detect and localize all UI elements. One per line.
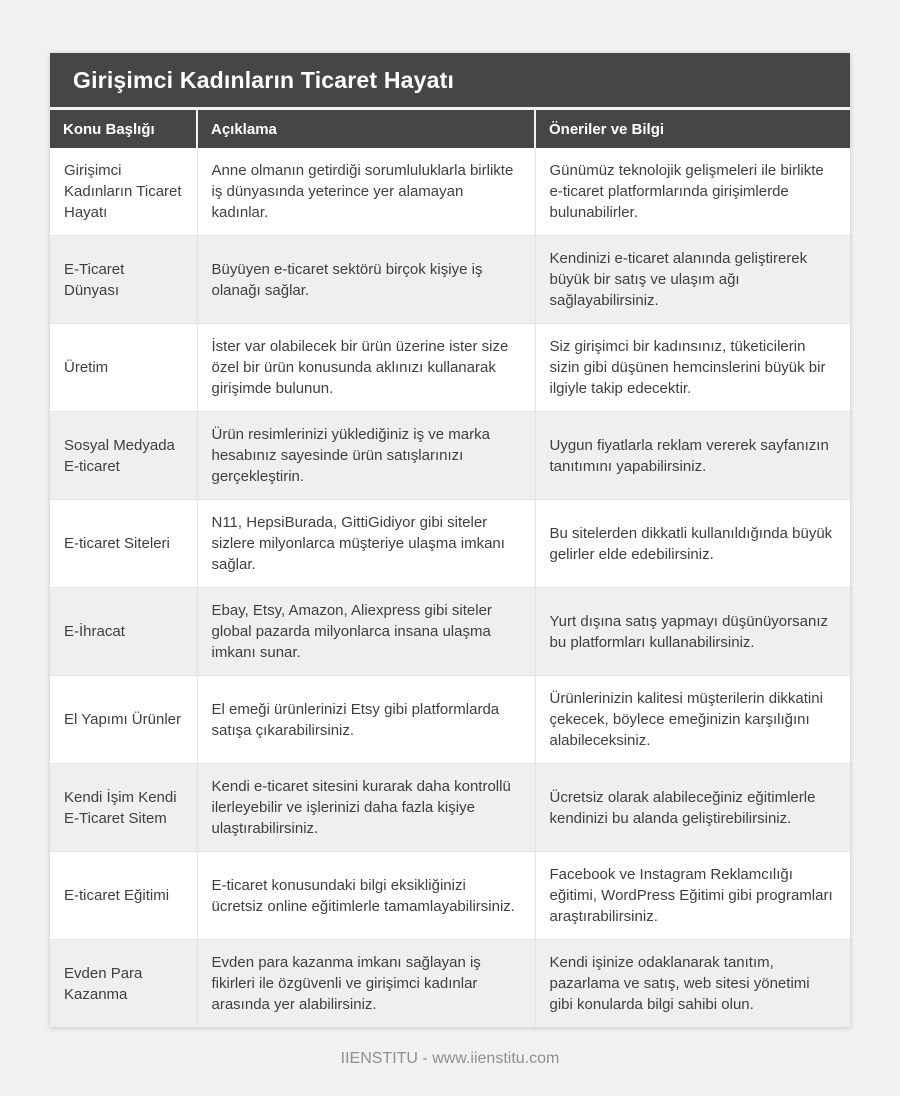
- page-title: Girişimci Kadınların Ticaret Hayatı: [73, 66, 455, 93]
- cell-suggestion: Ücretsiz olarak alabileceğiniz eğitimler…: [534, 763, 850, 852]
- cell-description: Anne olmanın getirdiği sorumluluklarla b…: [196, 148, 535, 236]
- table-row: Sosyal Medyada E-ticaret Ürün resimlerin…: [50, 411, 850, 500]
- cell-description: İster var olabilecek bir ürün üzerine is…: [196, 323, 535, 412]
- cell-suggestion: Siz girişimci bir kadınsınız, tüketicile…: [534, 323, 850, 412]
- cell-description: Ebay, Etsy, Amazon, Aliexpress gibi site…: [196, 587, 535, 676]
- cell-topic: Girişimci Kadınların Ticaret Hayatı: [50, 148, 197, 236]
- cell-description: Ürün resimlerinizi yüklediğiniz iş ve ma…: [196, 411, 535, 500]
- cell-topic: Kendi İşim Kendi E-Ticaret Sitem: [50, 763, 197, 852]
- cell-suggestion: Kendi işinize odaklanarak tanıtım, pazar…: [534, 939, 850, 1027]
- cell-suggestion: Uygun fiyatlarla reklam vererek sayfanız…: [534, 411, 850, 500]
- cell-suggestion: Bu sitelerden dikkatli kullanıldığında b…: [534, 499, 850, 588]
- footer-text: IIENSTITU - www.iienstitu.com: [340, 1050, 560, 1067]
- cell-topic: Evden Para Kazanma: [50, 939, 197, 1027]
- table-row: E-ticaret Eğitimi E-ticaret konusundaki …: [50, 851, 850, 940]
- column-header-description: Açıklama: [196, 110, 535, 148]
- table-row: Girişimci Kadınların Ticaret Hayatı Anne…: [50, 148, 850, 236]
- cell-description: Evden para kazanma imkanı sağlayan iş fi…: [196, 939, 535, 1027]
- cell-topic: E-Ticaret Dünyası: [50, 235, 197, 324]
- table-row: Üretim İster var olabilecek bir ürün üze…: [50, 323, 850, 412]
- table-row: El Yapımı Ürünler El emeği ürünlerinizi …: [50, 675, 850, 764]
- cell-description: E-ticaret konusundaki bilgi eksikliğiniz…: [196, 851, 535, 940]
- table-row: E-ticaret Siteleri N11, HepsiBurada, Git…: [50, 499, 850, 588]
- cell-suggestion: Yurt dışına satış yapmayı düşünüyorsanız…: [534, 587, 850, 676]
- cell-topic: Sosyal Medyada E-ticaret: [50, 411, 197, 500]
- cell-topic: Üretim: [50, 323, 197, 412]
- cell-description: El emeği ürünlerinizi Etsy gibi platform…: [196, 675, 535, 764]
- cell-topic: E-ticaret Eğitimi: [50, 851, 197, 940]
- table-row: Kendi İşim Kendi E-Ticaret Sitem Kendi e…: [50, 763, 850, 852]
- cell-topic: E-ticaret Siteleri: [50, 499, 197, 588]
- cell-suggestion: Günümüz teknolojik gelişmeleri ile birli…: [534, 148, 850, 236]
- content-table: Konu Başlığı Açıklama Öneriler ve Bilgi …: [50, 110, 850, 1027]
- column-header-suggestion: Öneriler ve Bilgi: [534, 110, 850, 148]
- cell-topic: E-İhracat: [50, 587, 197, 676]
- cell-description: Kendi e-ticaret sitesini kurarak daha ko…: [196, 763, 535, 852]
- table-title-bar: Girişimci Kadınların Ticaret Hayatı: [50, 53, 850, 110]
- header-row: Konu Başlığı Açıklama Öneriler ve Bilgi: [50, 110, 850, 148]
- cell-suggestion: Kendinizi e-ticaret alanında geliştirere…: [534, 235, 850, 324]
- table-row: E-İhracat Ebay, Etsy, Amazon, Aliexpress…: [50, 587, 850, 676]
- cell-description: N11, HepsiBurada, GittiGidiyor gibi site…: [196, 499, 535, 588]
- table-row: E-Ticaret Dünyası Büyüyen e-ticaret sekt…: [50, 235, 850, 324]
- cell-description: Büyüyen e-ticaret sektörü birçok kişiye …: [196, 235, 535, 324]
- column-header-topic: Konu Başlığı: [50, 110, 197, 148]
- cell-suggestion: Ürünlerinizin kalitesi müşterilerin dikk…: [534, 675, 850, 764]
- table-card: Girişimci Kadınların Ticaret Hayatı Konu…: [50, 53, 850, 1027]
- cell-topic: El Yapımı Ürünler: [50, 675, 197, 764]
- cell-suggestion: Facebook ve Instagram Reklamcılığı eğiti…: [534, 851, 850, 940]
- table-row: Evden Para Kazanma Evden para kazanma im…: [50, 939, 850, 1027]
